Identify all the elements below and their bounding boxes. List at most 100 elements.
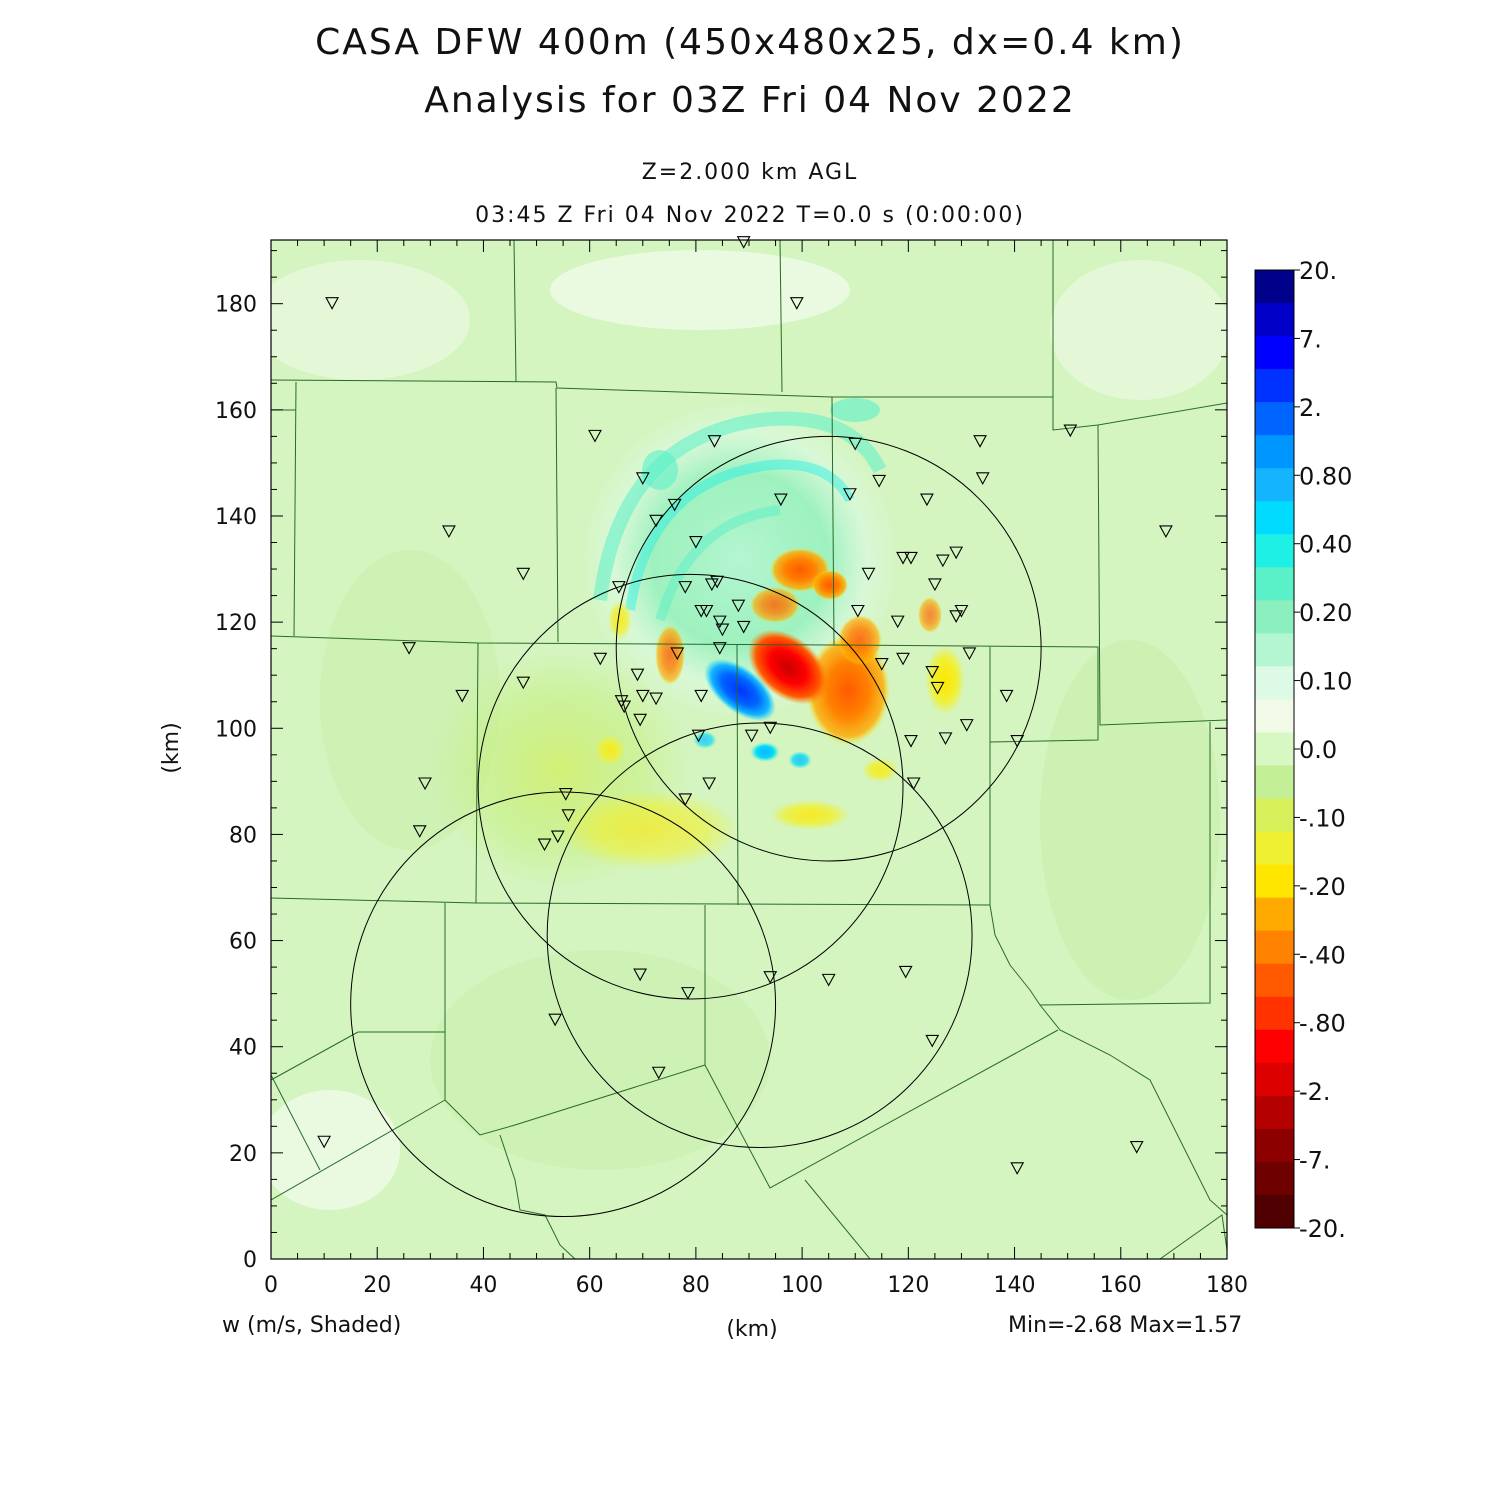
colorbar-label: -7. bbox=[1299, 1147, 1331, 1175]
station-marker bbox=[635, 472, 650, 485]
y-tick-label: 20 bbox=[229, 1142, 257, 1167]
station-marker bbox=[736, 620, 751, 634]
colorbar-label: 0.80 bbox=[1299, 462, 1352, 490]
station-marker bbox=[651, 1066, 666, 1080]
county-boundaries bbox=[271, 240, 1227, 1259]
station-marker bbox=[927, 578, 942, 592]
station-marker bbox=[691, 729, 706, 743]
field-label: w (m/s, Shaded) bbox=[222, 1313, 402, 1338]
station-marker bbox=[678, 581, 693, 594]
station-marker bbox=[919, 493, 934, 507]
colorbar-swatch bbox=[1255, 1095, 1294, 1130]
colorbar-swatch bbox=[1255, 765, 1294, 800]
station-marker bbox=[736, 236, 751, 249]
colorbar-swatch bbox=[1255, 567, 1294, 601]
x-tick-label: 80 bbox=[682, 1273, 710, 1298]
colorbar-swatch bbox=[1255, 699, 1294, 733]
station-marker bbox=[975, 472, 990, 485]
station-marker bbox=[441, 525, 456, 539]
colorbar-swatch bbox=[1255, 435, 1294, 469]
station-marker bbox=[904, 551, 918, 565]
station-marker bbox=[1158, 525, 1173, 539]
x-tick-label: 100 bbox=[781, 1273, 823, 1298]
station-marker bbox=[680, 987, 695, 1000]
station-marker bbox=[904, 734, 918, 748]
level-label: Z=2.000 km AGL bbox=[641, 160, 859, 185]
station-marker bbox=[317, 1135, 332, 1149]
colorbar-label: 7. bbox=[1299, 325, 1322, 353]
station-marker bbox=[707, 435, 722, 448]
station-marker bbox=[704, 578, 719, 592]
station-marker bbox=[731, 599, 746, 613]
station-marker bbox=[898, 965, 913, 979]
colorbar-swatch bbox=[1255, 600, 1294, 634]
station-marker bbox=[712, 615, 727, 629]
colorbar bbox=[1254, 269, 1295, 1229]
time-label: 03:45 Z Fri 04 Nov 2022 T=0.0 s (0:00:00… bbox=[475, 203, 1025, 228]
station-marker bbox=[896, 551, 910, 565]
station-marker bbox=[516, 567, 531, 581]
colorbar-swatch bbox=[1255, 996, 1294, 1031]
x-tick-label: 140 bbox=[994, 1273, 1036, 1298]
station-marker bbox=[842, 488, 857, 501]
x-tick-labels: 0 20 40 60 80 100 120 140 160 180 bbox=[264, 1273, 1248, 1298]
colorbar-label: 0.40 bbox=[1299, 531, 1352, 559]
x-axis-label: (km) bbox=[726, 1317, 777, 1342]
station-marker bbox=[715, 623, 730, 637]
station-marker bbox=[635, 689, 650, 703]
station-marker bbox=[1063, 424, 1078, 438]
station-marker bbox=[670, 647, 685, 661]
station-marker bbox=[667, 498, 682, 512]
station-marker bbox=[325, 297, 340, 310]
colorbar-swatch bbox=[1255, 1161, 1294, 1196]
y-tick-label: 100 bbox=[215, 717, 257, 742]
colorbar-swatch bbox=[1255, 831, 1294, 866]
station-marker bbox=[999, 689, 1014, 703]
station-marker bbox=[633, 968, 648, 982]
station-marker bbox=[773, 493, 788, 507]
radar-range-ring bbox=[350, 791, 777, 1218]
station-marker bbox=[744, 729, 759, 743]
colorbar-swatch bbox=[1255, 633, 1294, 667]
station-marker bbox=[617, 700, 632, 714]
station-marker bbox=[412, 825, 427, 838]
colorbar-swatch bbox=[1255, 402, 1294, 436]
colorbar-swatch bbox=[1255, 1029, 1294, 1064]
station-marker bbox=[938, 732, 953, 746]
y-tick-label: 120 bbox=[215, 611, 257, 636]
colorbar-swatch bbox=[1255, 1128, 1294, 1163]
station-marker bbox=[861, 567, 876, 581]
colorbar-swatch bbox=[1255, 897, 1294, 932]
colorbar-swatch bbox=[1255, 369, 1294, 403]
station-marker bbox=[930, 681, 945, 695]
y-tick-label: 40 bbox=[229, 1036, 257, 1061]
station-marker bbox=[694, 689, 709, 703]
station-marker bbox=[516, 676, 531, 690]
axis-ticks bbox=[270, 240, 1228, 1260]
station-marker bbox=[789, 297, 804, 310]
colorbar-swatch bbox=[1255, 930, 1294, 965]
station-marker bbox=[550, 830, 565, 844]
station-marker bbox=[872, 474, 887, 488]
station-marker bbox=[874, 658, 889, 671]
station-marker bbox=[630, 668, 645, 682]
station-marker bbox=[890, 615, 905, 629]
colorbar-label: 20. bbox=[1299, 257, 1337, 285]
station-marker bbox=[925, 1034, 940, 1048]
radar-range-ring bbox=[546, 722, 973, 1149]
station-marker bbox=[710, 575, 725, 589]
colorbar-swatch bbox=[1255, 468, 1294, 502]
station-marker bbox=[537, 838, 552, 852]
colorbar-label: 0.20 bbox=[1299, 599, 1352, 627]
colorbar-labels: 20. 7. 2. 0.80 0.40 0.20 0.10 0.0 -.10 -.20 -.40 -.… bbox=[1294, 257, 1352, 1243]
colorbar-swatch bbox=[1255, 963, 1294, 998]
y-axis-label: (km) bbox=[159, 722, 184, 773]
colorbar-label: 2. bbox=[1299, 394, 1322, 422]
colorbar-swatch bbox=[1255, 501, 1294, 535]
y-tick-label: 0 bbox=[243, 1248, 257, 1273]
colorbar-swatch bbox=[1255, 798, 1294, 833]
colorbar-swatch bbox=[1255, 303, 1294, 337]
colorbar-swatch bbox=[1255, 864, 1294, 899]
colorbar-swatch bbox=[1255, 534, 1294, 568]
